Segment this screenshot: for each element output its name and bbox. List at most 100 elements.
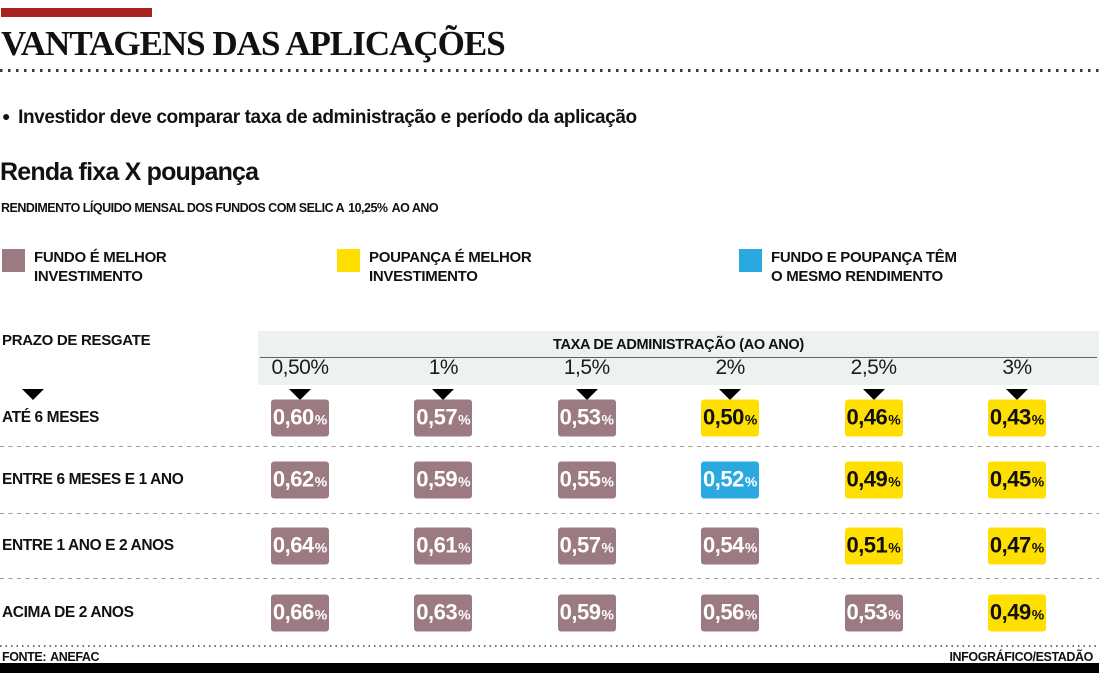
chip-value: 0,47 — [989, 532, 1031, 557]
chip-value: 0,50 — [703, 404, 744, 430]
savings-swatch — [337, 249, 360, 272]
value-chip-fund: 0,54% — [701, 527, 760, 564]
chip-value: 0,46 — [846, 404, 888, 430]
chip-value: 0,54 — [703, 532, 744, 557]
chip-value: 0,62 — [272, 466, 314, 491]
chip-unit: % — [601, 411, 614, 428]
legend-label-line: INVESTIMENTO — [369, 268, 478, 285]
down-arrow-icon — [289, 389, 311, 400]
chip-value: 0,61 — [416, 532, 458, 557]
chip-value: 0,49 — [989, 599, 1031, 624]
chip-value: 0,57 — [559, 532, 601, 557]
fund-swatch — [2, 249, 25, 272]
legend-item-savings: POUPANÇA É MELHOR INVESTIMENTO — [337, 248, 532, 286]
chip-unit: % — [888, 539, 901, 555]
dotted-divider-bottom — [0, 645, 1099, 647]
chip-unit: % — [314, 473, 328, 489]
lead-text: Investidor deve comparar taxa de adminis… — [18, 107, 637, 128]
subtitle-suffix: AO ANO — [391, 201, 439, 215]
chip-value: 0,59 — [559, 599, 601, 624]
value-chip-savings: 0,49% — [988, 594, 1046, 631]
value-chip-savings: 0,51% — [844, 527, 903, 564]
chart-title: Renda fixa X poupança — [0, 158, 259, 186]
subtitle-prefix: RENDIMENTO LÍQUIDO MENSAL DOS FUNDOS COM… — [1, 201, 345, 215]
row-separator — [0, 578, 1099, 579]
column-header: 3% — [1002, 356, 1032, 379]
dotted-divider-top — [0, 69, 1099, 72]
column-group-band: TAXA DE ADMINISTRAÇÃO (AO ANO) — [258, 331, 1099, 385]
chip-value: 0,51 — [846, 532, 888, 557]
chip-value: 0,52 — [703, 466, 744, 491]
chip-value: 0,63 — [416, 599, 458, 624]
value-chip-fund: 0,53% — [844, 594, 903, 631]
value-chip-fund: 0,64% — [271, 527, 329, 564]
chip-unit: % — [601, 606, 614, 622]
chip-unit: % — [1031, 539, 1045, 555]
chip-unit: % — [888, 411, 901, 428]
row-label: ATÉ 6 MESES — [2, 409, 99, 426]
down-arrow-icon — [862, 389, 885, 400]
value-chip-fund: 0,56% — [701, 594, 760, 631]
chip-value: 0,43 — [989, 404, 1031, 430]
value-chip-equal: 0,52% — [701, 461, 760, 498]
chip-unit: % — [744, 473, 758, 489]
legend-label-line: POUPANÇA É MELHOR — [369, 249, 532, 266]
source-note: FONTE: ANEFAC — [2, 650, 100, 664]
table-row: ENTRE 1 ANO E 2 ANOS 0,64% 0,61% 0,57% 0,54%… — [0, 513, 1099, 578]
value-chip-fund: 0,53% — [557, 399, 616, 437]
source-name: ANEFAC — [50, 650, 100, 664]
row-separator — [0, 513, 1099, 514]
value-chip-savings: 0,50% — [701, 399, 760, 437]
table-row: ATÉ 6 MESES 0,60% 0,57% 0,53% 0,50% 0,46% 0,43… — [0, 390, 1099, 446]
value-chip-savings: 0,43% — [988, 399, 1046, 437]
chip-value: 0,64 — [272, 532, 314, 557]
chip-value: 0,53 — [846, 599, 888, 624]
chip-unit: % — [1031, 473, 1045, 489]
value-chip-savings: 0,45% — [988, 461, 1046, 498]
chart-subtitle: RENDIMENTO LÍQUIDO MENSAL DOS FUNDOS COM… — [1, 201, 439, 215]
row-group-header: PRAZO DE RESGATE — [2, 332, 151, 349]
column-group-header: TAXA DE ADMINISTRAÇÃO (AO ANO) — [553, 337, 804, 353]
column-header: 0,50% — [271, 356, 329, 379]
value-chip-fund: 0,62% — [271, 461, 329, 498]
chip-unit: % — [458, 606, 471, 622]
value-chip-fund: 0,59% — [557, 594, 616, 631]
chip-unit: % — [1031, 411, 1045, 428]
legend-item-fund: FUNDO É MELHOR INVESTIMENTO — [2, 248, 167, 286]
chip-unit: % — [888, 606, 901, 622]
chip-unit: % — [458, 539, 471, 555]
column-header: 2,5% — [850, 356, 897, 379]
column-header: 1,5% — [563, 356, 610, 379]
chip-unit: % — [458, 411, 471, 428]
down-arrow-icon — [719, 389, 742, 400]
down-arrow-icon — [575, 389, 598, 400]
chip-unit: % — [744, 411, 758, 428]
chip-unit: % — [744, 606, 758, 622]
equal-swatch — [739, 249, 762, 272]
chip-unit: % — [601, 539, 614, 555]
legend-label-line: FUNDO E POUPANÇA TÊM — [771, 249, 957, 266]
table-row: ENTRE 6 MESES E 1 ANO 0,62% 0,59% 0,55% 0,52… — [0, 446, 1099, 513]
value-chip-savings: 0,46% — [844, 399, 903, 437]
chip-unit: % — [1031, 606, 1045, 622]
legend-label-line: INVESTIMENTO — [34, 268, 143, 285]
row-separator — [0, 446, 1099, 447]
chip-value: 0,66 — [272, 599, 314, 624]
legend-label-line: FUNDO É MELHOR — [34, 249, 167, 266]
column-header: 1% — [428, 356, 459, 379]
legend-label-line: O MESMO RENDIMENTO — [771, 268, 943, 285]
value-chip-savings: 0,47% — [988, 527, 1046, 564]
chip-unit: % — [458, 473, 471, 489]
table-row: ACIMA DE 2 ANOS 0,66% 0,63% 0,59% 0,56% 0,53%… — [0, 578, 1099, 647]
chip-value: 0,60 — [272, 404, 314, 430]
chip-unit: % — [314, 606, 328, 622]
red-accent-bar — [1, 8, 152, 17]
legend-label: POUPANÇA É MELHOR INVESTIMENTO — [369, 248, 532, 286]
lead-sentence: ● Investidor deve comparar taxa de admini… — [2, 107, 637, 129]
value-chip-savings: 0,49% — [844, 461, 903, 498]
value-chip-fund: 0,61% — [414, 527, 473, 564]
column-header: 2% — [715, 356, 746, 379]
row-label: ENTRE 6 MESES E 1 ANO — [2, 470, 184, 488]
value-chip-fund: 0,63% — [414, 594, 473, 631]
